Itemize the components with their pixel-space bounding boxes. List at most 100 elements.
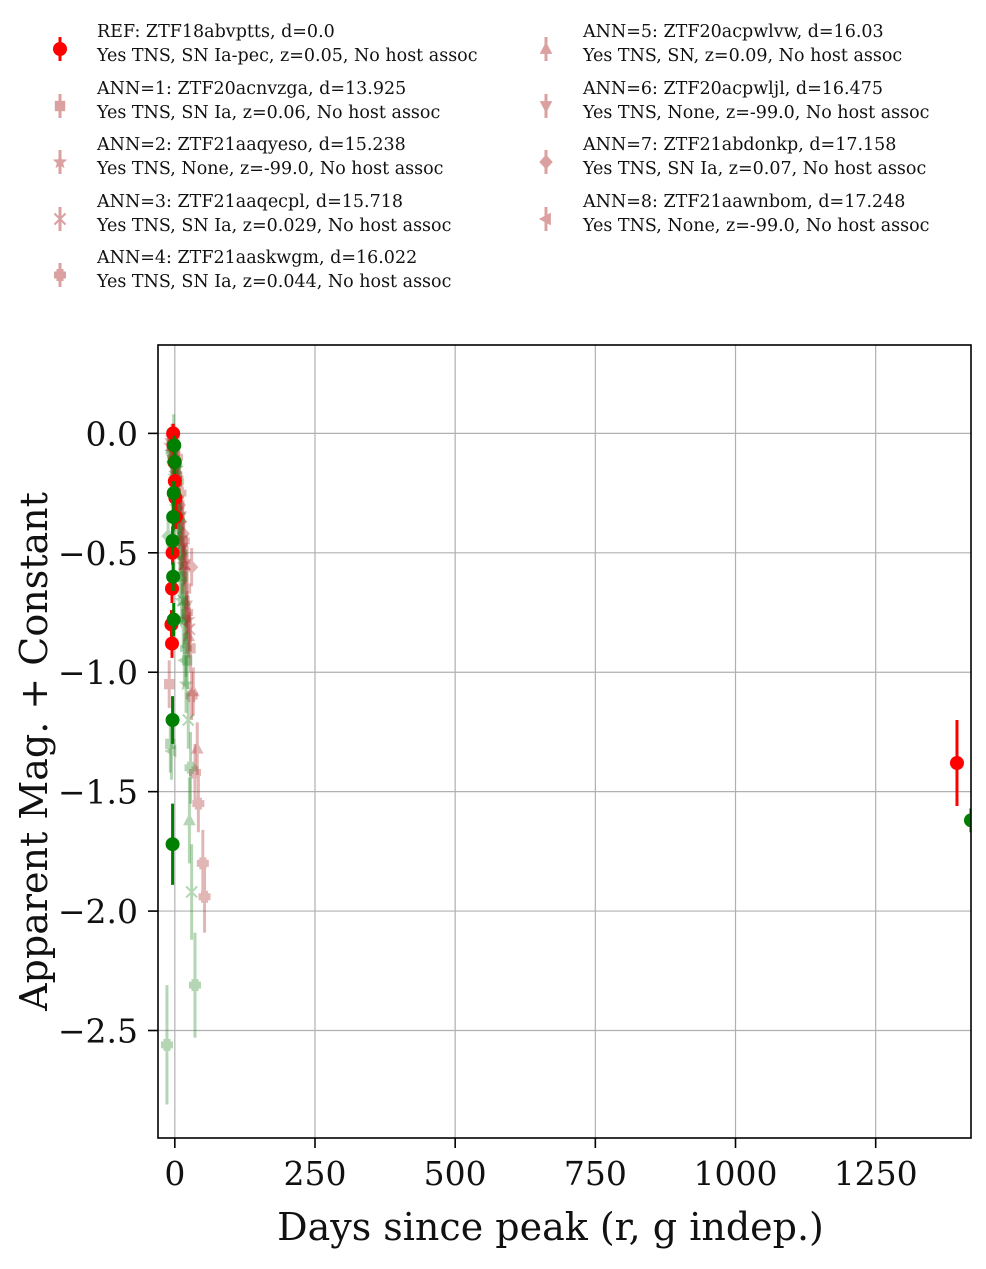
legend-label: ANN=7: ZTF21abdonkp, d=17.158 — [583, 135, 897, 155]
legend-entry: ANN=4: ZTF21aaskwgm, d=16.022 Yes TNS, SN… — [0, 247, 470, 299]
data-point — [177, 653, 190, 667]
data-point — [175, 543, 189, 556]
legend-label: Yes TNS, SN Ia, z=0.06, No host assoc — [97, 102, 441, 123]
data-point — [178, 593, 192, 606]
legend-marker — [53, 37, 67, 61]
legend-marker — [539, 93, 553, 118]
data-point — [176, 526, 190, 542]
legend-label: ANN=2: ZTF21aaqyeso, d=15.238 — [97, 135, 406, 155]
legend-entry: ANN=1: ZTF20acnvzga, d=13.925 Yes TNS, SN… — [0, 78, 470, 130]
data-point — [160, 1038, 173, 1051]
legend-marker — [53, 206, 67, 231]
legend-marker — [54, 263, 66, 287]
legend-marker-shape — [53, 212, 67, 225]
data-point — [183, 623, 196, 636]
data-point — [178, 557, 191, 570]
series-4-r — [167, 423, 211, 933]
legend-entry: ANN=3: ZTF21aaqecpl, d=15.718 Yes TNS, SN… — [0, 191, 470, 243]
data-point — [180, 583, 192, 594]
data-point — [185, 690, 198, 703]
data-point — [165, 533, 180, 548]
data-point — [185, 885, 198, 899]
x-axis-label: Days since peak (r, g indep.) — [277, 1205, 824, 1249]
data-point — [167, 455, 182, 470]
legend-label: ANN=1: ZTF20acnvzga, d=13.925 — [97, 78, 407, 99]
legend-marker-shape — [539, 100, 553, 113]
series-0-g — [165, 435, 971, 885]
data-point — [177, 594, 190, 607]
y-tick-label: −2.5 — [58, 1012, 138, 1051]
legend-label: Yes TNS, SN Ia-pec, z=0.05, No host asso… — [97, 46, 478, 66]
legend-marker-shape — [538, 212, 551, 225]
data-point — [164, 744, 177, 758]
grid — [158, 345, 971, 1138]
data-point — [186, 684, 200, 697]
data-point — [179, 610, 192, 624]
y-tick-label: −2.0 — [58, 892, 138, 931]
legend-label: ANN=4: ZTF21aaskwgm, d=16.022 — [97, 248, 418, 268]
data-point — [180, 600, 193, 613]
data-point — [181, 655, 193, 666]
data-point — [167, 438, 182, 453]
plot-frame — [157, 344, 972, 1139]
data-point — [165, 738, 176, 750]
legend-entry: ANN=8: ZTF21aawnbom, d=17.248 Yes TNS, No… — [486, 191, 956, 243]
data-point — [192, 797, 205, 810]
data-point — [185, 643, 196, 654]
legend-marker — [54, 93, 66, 118]
data-point — [165, 713, 180, 728]
data-point — [178, 558, 192, 571]
legend-label: Yes TNS, SN, z=0.09, No host assoc — [583, 46, 903, 66]
legend-label: Yes TNS, None, z=-99.0, No host assoc — [97, 159, 444, 179]
legend-entry: ANN=2: ZTF21aaqyeso, d=15.238 Yes TNS, No… — [0, 134, 470, 186]
legend-marker-shape — [52, 154, 68, 169]
series-0-r — [164, 423, 964, 806]
legend-marker — [538, 206, 551, 231]
y-tick-label: −1.5 — [58, 773, 138, 812]
y-tick-label: −1.0 — [58, 653, 138, 692]
data-point — [189, 979, 202, 992]
chart-area: 0 250 500 750 1000 1250 0.0 −0.5 −1.0 −1.5 −2.0 −2.… — [0, 330, 986, 1269]
legend-entry: ANN=6: ZTF20acpwljl, d=16.475 Yes TNS, No… — [486, 78, 956, 130]
data-point — [165, 837, 180, 852]
data-point — [183, 813, 196, 826]
legend-label: Yes TNS, SN Ia, z=0.044, No host assoc — [97, 272, 452, 292]
legend-entry: ANN=7: ZTF21abdonkp, d=17.158 Yes TNS, SN… — [486, 134, 956, 186]
data-point — [182, 629, 196, 642]
data-point — [180, 557, 194, 573]
legend-label: REF: ZTF18abvptts, d=0.0 — [97, 22, 335, 42]
data-layer — [160, 414, 971, 1105]
y-tick-label: 0.0 — [86, 414, 138, 453]
data-point — [178, 676, 194, 691]
data-point — [184, 761, 197, 774]
data-point — [190, 741, 204, 754]
x-tick-label: 1250 — [834, 1154, 918, 1193]
data-point — [196, 857, 209, 870]
data-point — [174, 592, 189, 607]
x-tick-label: 0 — [164, 1154, 185, 1193]
y-tick-label: −0.5 — [58, 534, 138, 573]
x-tick-label: 1000 — [694, 1154, 778, 1193]
axes: 0 250 500 750 1000 1250 0.0 −0.5 −1.0 −1.5 −2.0 −2.… — [12, 414, 918, 1249]
legend-label: Yes TNS, SN Ia, z=0.07, No host assoc — [583, 159, 927, 179]
legend: REF: ZTF18abvptts, d=0.0 Yes TNS, SN Ia-p… — [0, 0, 986, 330]
legend-marker-shape — [539, 154, 553, 170]
x-tick-label: 500 — [424, 1154, 487, 1193]
data-point — [175, 551, 188, 564]
data-point — [182, 713, 195, 727]
data-point — [165, 636, 180, 651]
data-point — [176, 619, 190, 632]
legend-label: ANN=6: ZTF20acpwljl, d=16.475 — [583, 78, 884, 99]
x-tick-label: 750 — [564, 1154, 627, 1193]
data-point — [180, 611, 196, 626]
legend-label: ANN=8: ZTF21aawnbom, d=17.248 — [583, 191, 906, 212]
legend-marker-shape — [54, 100, 66, 111]
data-point — [164, 678, 175, 690]
legend-label: Yes TNS, SN Ia, z=0.029, No host assoc — [97, 215, 452, 236]
data-point — [180, 642, 193, 655]
data-point — [176, 557, 192, 571]
data-point — [964, 813, 971, 828]
legend-marker-shape — [54, 269, 66, 281]
legend-marker — [539, 37, 553, 61]
data-point — [178, 612, 192, 628]
